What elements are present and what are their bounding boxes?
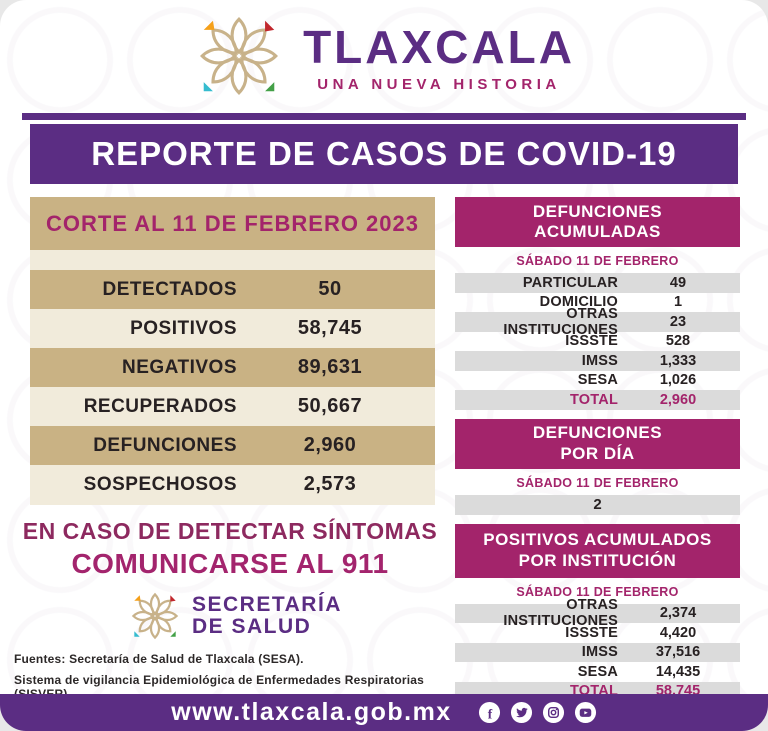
row-label: SESA [577,372,618,389]
row-label: NEGATIVOS [122,356,237,378]
cases-summary-table: DETECTADOS 50 POSITIVOS 58,745 NEGATIVOS… [30,250,435,505]
row-value: 1,333 [659,352,697,369]
table-row-total: TOTAL 2,960 [455,390,740,410]
cases-summary-panel: CORTE AL 11 DE FEBRERO 2023 DETECTADOS 5… [30,197,435,505]
row-label: ISSSTE [565,624,618,641]
brand-header: TLAXCALA UNA NUEVA HISTORIA [0,10,768,102]
row-value: 4,420 [659,624,697,641]
row-label: DOMICILIO [539,294,618,311]
svg-text:f: f [487,706,492,721]
row-value: 50 [318,278,342,300]
footer-bar: www.tlaxcala.gob.mx f [0,694,768,731]
tlaxcala-flower-icon [200,17,279,95]
row-value: 528 [665,333,691,350]
row-label: IMSS [581,644,618,661]
table-row-sesa: SESA 14,435 [455,662,740,682]
row-label: DEFUNCIONES [93,434,237,456]
row-value: 89,631 [297,356,363,378]
positivos-acumulados-table: OTRAS INSTITUCIONES 2,374 ISSSTE 4,420 I… [455,597,740,701]
table-row-particular: PARTICULAR 49 [455,273,740,293]
row-value: 37,516 [655,644,701,661]
row-value: 49 [669,274,687,291]
section-title-line: DEFUNCIONES [532,201,663,221]
row-label: DETECTADOS [102,278,237,300]
website-url[interactable]: www.tlaxcala.gob.mx [171,698,452,726]
defunciones-acumuladas-table: PARTICULAR 49 DOMICILIO 1 OTRAS INSTITUC… [455,273,740,410]
brand-tagline: UNA NUEVA HISTORIA [317,75,561,93]
table-row-recuperados: RECUPERADOS 50,667 [30,387,435,426]
salud-line2: DE SALUD [192,615,312,638]
positivos-acumulados-header: POSITIVOS ACUMULADOS POR INSTITUCIÓN [455,523,740,578]
instagram-icon[interactable] [542,701,565,724]
table-row-otras-instituciones: OTRAS INSTITUCIONES 2,374 [455,597,740,629]
row-label: TOTAL [570,391,618,408]
section-title-line: POR INSTITUCIÓN [518,550,677,570]
table-row-imss: IMSS 1,333 [455,351,740,371]
row-label: ISSSTE [565,333,618,350]
section-title-line: POSITIVOS ACUMULADOS [483,530,712,550]
section-title-line: ACUMULADAS [534,222,661,241]
emergency-number: COMUNICARSE AL 911 [71,548,389,579]
table-row-detectados: DETECTADOS 50 [30,270,435,309]
notice-line1: EN CASO DE DETECTAR SÍNTOMAS [22,518,438,544]
cutoff-date-header: CORTE AL 11 DE FEBRERO 2023 [30,197,435,250]
row-value: 1,026 [659,372,697,389]
table-row-imss: IMSS 37,516 [455,642,740,662]
cutoff-date-label: CORTE AL 11 DE FEBRERO 2023 [46,210,419,236]
row-value: 23 [669,313,687,330]
salud-flower-icon [131,592,179,640]
table-row-issste: ISSSTE 4,420 [455,623,740,643]
table-row-domicilio: DOMICILIO 1 [455,293,740,313]
row-value: 14,435 [655,663,701,680]
row-label: SOSPECHOSOS [83,473,237,495]
row-value: 58,745 [297,317,363,339]
twitter-icon[interactable] [510,701,533,724]
health-ministry-logo: SECRETARÍA DE SALUD [128,589,342,643]
brand-name: TLAXCALA [303,20,575,73]
row-label: SESA [577,663,618,680]
section-date: SÁBADO 11 DE FEBRERO [516,584,679,599]
title-banner: REPORTE DE CASOS DE COVID-19 [30,124,738,184]
defunciones-por-dia-value: 2 [455,494,740,515]
source-line1: Fuentes: Secretaría de Salud de Tlaxcala… [14,652,304,666]
defunciones-por-dia-header: DEFUNCIONES POR DÍA [455,418,740,469]
page-title: REPORTE DE CASOS DE COVID-19 [91,135,677,172]
banner-top-strip [22,113,746,120]
social-icons: f [478,701,597,724]
table-row-defunciones: DEFUNCIONES 2,960 [30,426,435,465]
row-label: RECUPERADOS [83,395,237,417]
symptoms-notice: EN CASO DE DETECTAR SÍNTOMAS COMUNICARSE… [5,518,455,580]
youtube-icon[interactable] [574,701,597,724]
table-row-sospechosos: SOSPECHOSOS 2,573 [30,465,435,504]
row-value: 2,573 [303,473,357,495]
section-date: SÁBADO 11 DE FEBRERO [516,254,679,268]
row-value: 50,667 [297,395,363,417]
statistics-panel: DEFUNCIONES ACUMULADAS SÁBADO 11 DE FEBR… [455,197,740,701]
table-row-positivos: POSITIVOS 58,745 [30,309,435,348]
table-row-sesa: SESA 1,026 [455,371,740,391]
table-row-issste: ISSSTE 528 [455,332,740,352]
section-title-line: POR DÍA [560,443,635,463]
row-label: POSITIVOS [130,317,237,339]
table-row-otras-instituciones: OTRAS INSTITUCIONES 23 [455,306,740,338]
row-value: 2,374 [659,605,697,622]
row-value: 1 [673,294,683,311]
row-value: 2,960 [659,391,697,408]
salud-line1: SECRETARÍA [192,592,342,616]
table-row-negativos: NEGATIVOS 89,631 [30,348,435,387]
section-date: SÁBADO 11 DE FEBRERO [516,475,679,490]
facebook-icon[interactable]: f [478,701,501,724]
row-label: PARTICULAR [522,274,618,291]
section-title-line: DEFUNCIONES [532,423,663,443]
row-label: OTRAS INSTITUCIONES [503,305,618,338]
row-label: OTRAS INSTITUCIONES [503,597,618,630]
row-label: IMSS [581,352,618,369]
row-value: 2,960 [303,434,357,456]
defunciones-acumuladas-header: DEFUNCIONES ACUMULADAS [455,197,740,247]
